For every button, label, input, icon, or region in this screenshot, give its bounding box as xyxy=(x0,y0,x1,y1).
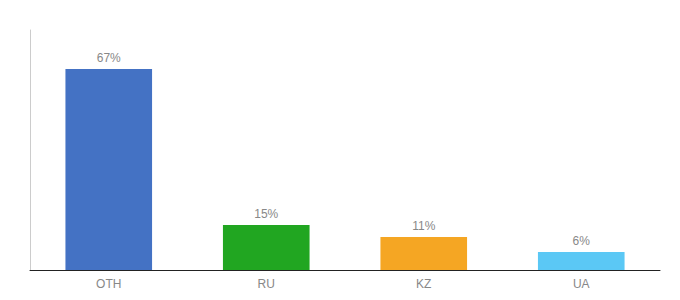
svg-text:UA: UA xyxy=(573,277,590,291)
svg-text:6%: 6% xyxy=(573,234,591,248)
svg-text:KZ: KZ xyxy=(416,277,431,291)
svg-text:67%: 67% xyxy=(97,51,121,65)
svg-text:15%: 15% xyxy=(254,207,278,221)
svg-text:RU: RU xyxy=(258,277,275,291)
svg-text:OTH: OTH xyxy=(96,277,121,291)
svg-text:11%: 11% xyxy=(412,219,435,233)
